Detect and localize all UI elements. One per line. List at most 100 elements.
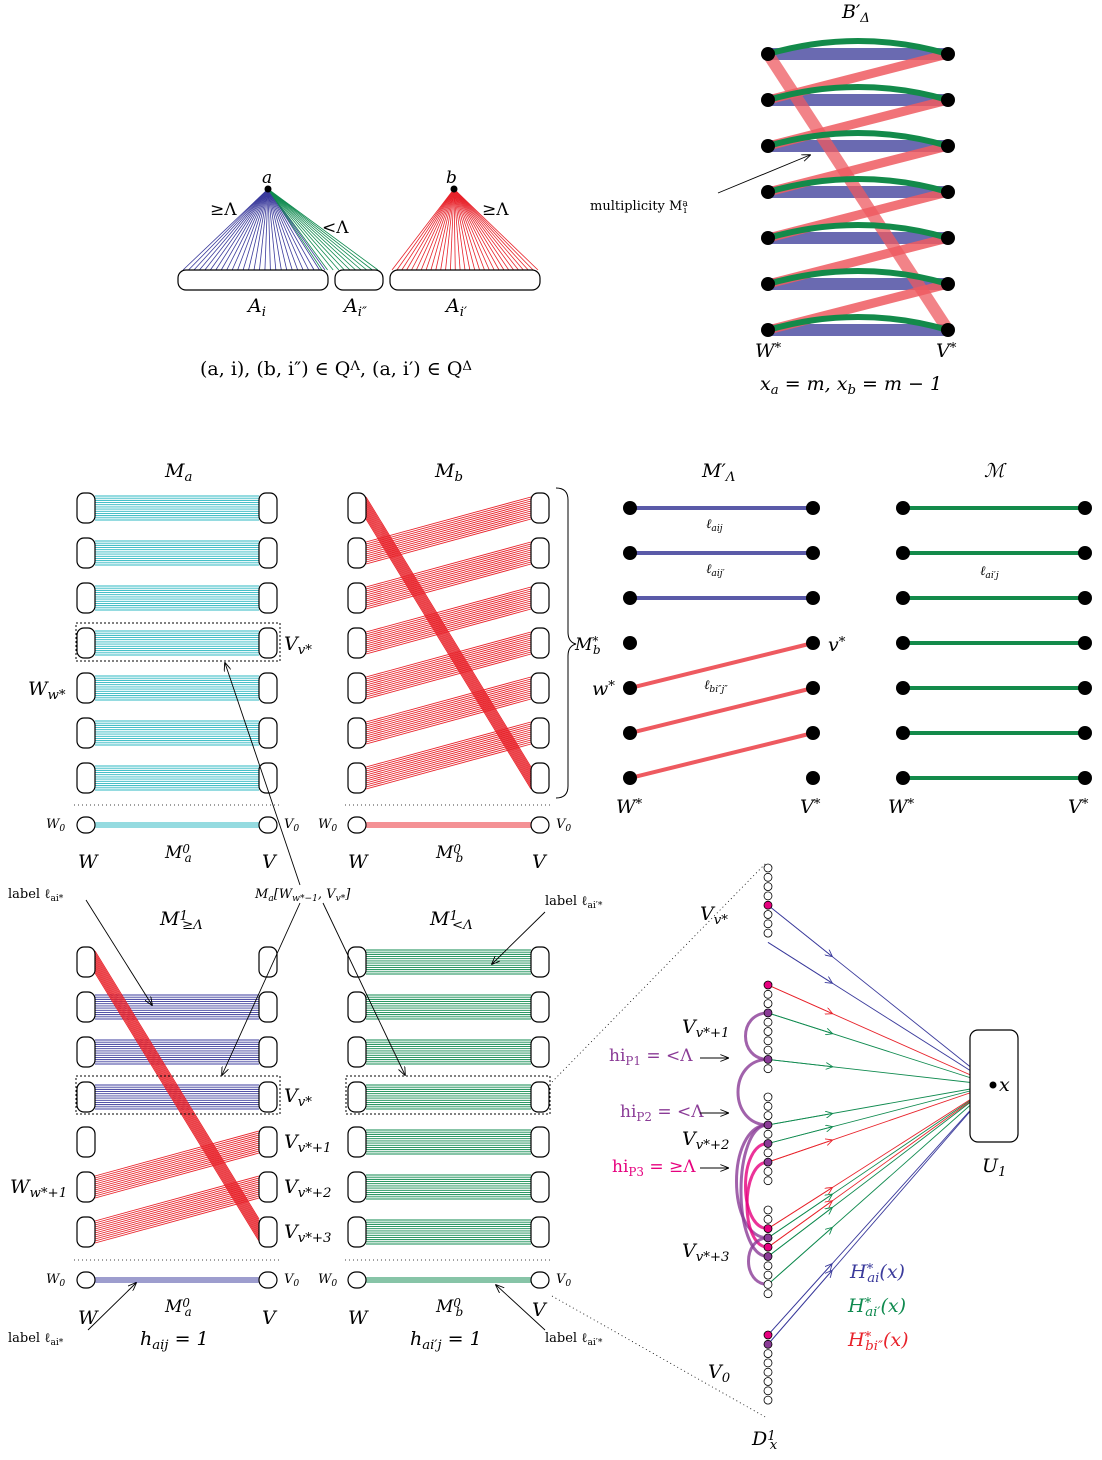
mb-red-edge (365, 553, 532, 600)
mlt-v0: V0 (556, 1272, 571, 1289)
mb-red-edge (365, 637, 532, 684)
mg-red-edge (94, 1195, 260, 1242)
fan-b-red-line (415, 188, 455, 271)
mg-red-edge (94, 1136, 260, 1183)
ml-vstar: V* (800, 796, 821, 818)
mc-wstar: W* (888, 796, 915, 818)
fan-b-red-line (453, 188, 495, 271)
w0-box (347, 1271, 367, 1289)
b-delta-green-arc (767, 314, 949, 333)
u1-label: U1 (982, 1155, 1006, 1180)
mb-red-edge (365, 541, 532, 588)
mb-red-edge (365, 686, 532, 733)
ml-left-node (623, 636, 637, 650)
ma-m0: M0 a (164, 842, 192, 864)
vertex-group-box (530, 1081, 550, 1113)
mg-v2: Vv*+2 (284, 1176, 332, 1201)
dx-edge-arrow (767, 1229, 831, 1285)
ml-right-node (806, 681, 820, 695)
m-cal-panel: ℳ ℓai′j W* V* (888, 460, 1092, 818)
mb-red-edge (365, 653, 532, 700)
fan-b-red-line (453, 188, 514, 271)
ml-red-edge (629, 641, 814, 690)
fan-b-red-line (391, 188, 455, 271)
fan-b-red-line (453, 188, 461, 271)
multiplicity-label: multiplicity Ma i (590, 199, 688, 216)
dx-vertex (763, 1339, 773, 1349)
fan-a-blue-line (267, 188, 277, 271)
mb-red-edge (365, 590, 532, 637)
mb-red-edge (365, 498, 532, 545)
mg-red-edge (94, 1146, 260, 1193)
mc-left-node (896, 546, 910, 560)
b-delta-long-red-edge (762, 50, 954, 334)
mb-red-edge (365, 678, 532, 725)
ma-sub-label: Ma[Ww*−1, Vv*] (254, 887, 351, 904)
vertex-group-box (76, 717, 96, 749)
v0-box (530, 816, 550, 834)
mc-vstar: V* (1068, 796, 1089, 818)
set-ai1-box (389, 269, 541, 291)
fan-a-green-line (267, 188, 323, 271)
ml-left-node (623, 681, 637, 695)
vertex-group-box (76, 492, 96, 524)
dx-vertex (763, 910, 773, 919)
ma-v: V (262, 851, 278, 873)
dx-vertex (763, 1157, 773, 1167)
fan-a-blue-line (264, 188, 269, 271)
mg-highlight-box (75, 1075, 281, 1115)
dx-vertex (763, 928, 773, 938)
ml-right-node (806, 726, 820, 740)
fan-a-blue-line (237, 188, 269, 271)
mlt-v: V (532, 1299, 548, 1321)
label-ai-top-arrow (85, 899, 152, 1005)
dx-edge-arrow (767, 1012, 831, 1033)
mg-v: V (262, 1307, 278, 1329)
fan-b-red-line (453, 188, 505, 271)
dx-edge-arrow (767, 1058, 831, 1066)
mg-long-red-edge (94, 968, 260, 1238)
dx-vertex (763, 919, 773, 929)
mb-red-edge (365, 559, 532, 606)
fan-b-red-line (453, 188, 519, 271)
ma-sub-arrow-right (322, 902, 405, 1075)
dx-path-arc (745, 1160, 769, 1249)
ml-wstar: W* (616, 796, 643, 818)
mb-red-edge (365, 543, 532, 590)
dx-vvstar3: Vv*+3 (682, 1240, 730, 1265)
ma-vvstar: Vv* (284, 633, 312, 658)
fan-a-green-line (267, 188, 351, 271)
dx-vertex (763, 1045, 773, 1055)
mb-red-edge (365, 594, 532, 641)
ml-red-edge (629, 686, 814, 735)
mb-red-edge (365, 639, 532, 686)
vertex-group-box (530, 991, 550, 1023)
dx-diagram: x U1 Vv* Vv*+1 Vv*+2 Vv*+3 V0 hiP1 = <Λ … (551, 861, 1019, 1453)
dx-vertex (763, 1111, 773, 1120)
dx-vertex (763, 1280, 773, 1289)
ma-highlight-box (75, 622, 281, 662)
vertex-b-dot (450, 185, 458, 193)
mb-red-edge (365, 561, 532, 608)
dx-vertex (763, 1270, 773, 1280)
vertex-a-label: a (262, 168, 272, 188)
dx-edge-arrow (767, 1127, 831, 1144)
mg-red-edge (94, 1144, 260, 1191)
mg-long-red-edge (94, 970, 260, 1240)
dx-vertex (763, 1129, 773, 1139)
mc-right-node (1078, 636, 1092, 650)
vertex-group-box (530, 762, 550, 794)
fan-a-green-line (267, 188, 356, 271)
mg-long-red-edge (94, 966, 260, 1236)
vertex-group-box (530, 1171, 550, 1203)
ma-sub-arrow-left (222, 902, 301, 1075)
mb-star: M* b (574, 634, 601, 656)
fan-a-blue-line (188, 188, 269, 271)
fan-a-green-line (267, 188, 345, 271)
mb-red-edge (365, 586, 532, 633)
b-delta-graph: B′Δ multiplicity Ma i W* V* xa = m, xb = … (590, 1, 957, 398)
v0-box (258, 1271, 278, 1289)
mb-red-edge (365, 649, 532, 696)
mb-v: V (532, 851, 548, 873)
vertex-group-box (258, 492, 278, 524)
